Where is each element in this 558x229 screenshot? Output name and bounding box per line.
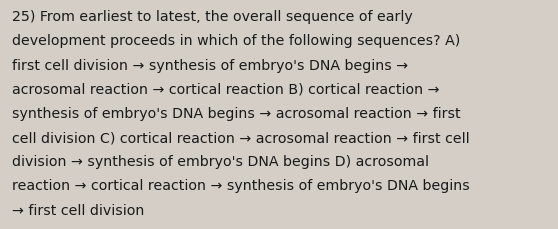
Text: synthesis of embryo's DNA begins → acrosomal reaction → first: synthesis of embryo's DNA begins → acros… [12, 106, 461, 120]
Text: → first cell division: → first cell division [12, 203, 145, 217]
Text: first cell division → synthesis of embryo's DNA begins →: first cell division → synthesis of embry… [12, 58, 408, 72]
Text: cell division C) cortical reaction → acrosomal reaction → first cell: cell division C) cortical reaction → acr… [12, 131, 470, 144]
Text: 25) From earliest to latest, the overall sequence of early: 25) From earliest to latest, the overall… [12, 10, 413, 24]
Text: reaction → cortical reaction → synthesis of embryo's DNA begins: reaction → cortical reaction → synthesis… [12, 179, 470, 193]
Text: division → synthesis of embryo's DNA begins D) acrosomal: division → synthesis of embryo's DNA beg… [12, 155, 429, 169]
Text: acrosomal reaction → cortical reaction B) cortical reaction →: acrosomal reaction → cortical reaction B… [12, 82, 440, 96]
Text: development proceeds in which of the following sequences? A): development proceeds in which of the fol… [12, 34, 460, 48]
